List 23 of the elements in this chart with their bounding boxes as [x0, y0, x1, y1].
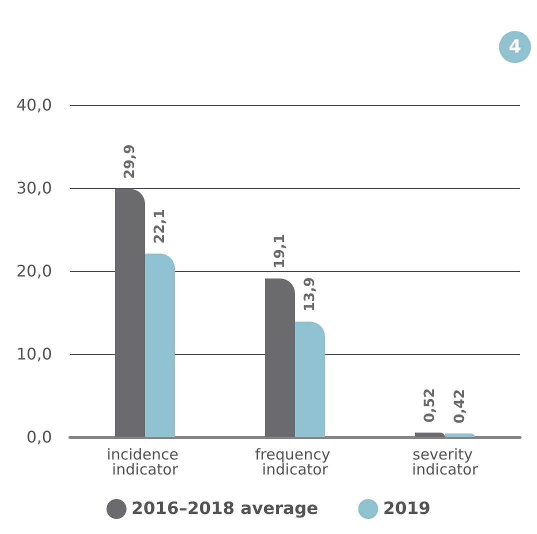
bar [265, 278, 295, 437]
bar [145, 254, 175, 437]
data-label: 29,9 [122, 144, 138, 179]
text: 4 [508, 36, 522, 58]
bar [115, 188, 145, 437]
x-tick-label: severity indicator [412, 446, 479, 478]
x-tick-label: frequency indicator [254, 446, 336, 478]
x-tick-label: incidence indicator [106, 446, 184, 478]
legend-label: 2019 [383, 499, 431, 519]
data-label: 22,1 [152, 209, 168, 244]
data-label: 13,9 [302, 277, 318, 312]
data-label: 0,42 [452, 388, 468, 424]
y-tick-label: 0,0 [26, 428, 52, 446]
y-tick-label: 10,0 [16, 344, 52, 364]
bar [295, 322, 325, 437]
data-label: 0,52 [422, 388, 438, 423]
bar [415, 432, 445, 437]
y-tick-label: 30,0 [16, 178, 52, 198]
y-tick-label: 40,0 [16, 96, 52, 114]
data-label: 19,1 [272, 234, 288, 268]
legend-label: 2016–2018 average [132, 499, 318, 519]
bar [445, 434, 475, 437]
y-tick-label: 20,0 [16, 262, 52, 280]
